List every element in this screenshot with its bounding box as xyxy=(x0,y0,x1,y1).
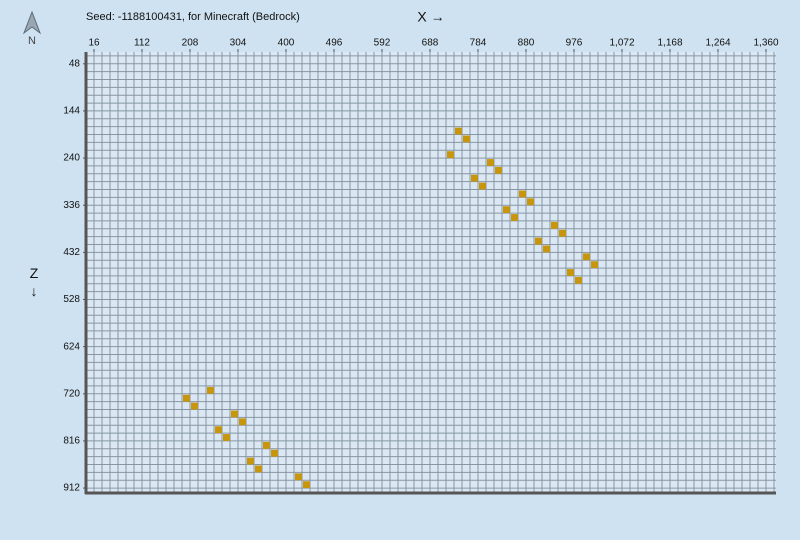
y-tick-label: 720 xyxy=(63,388,80,399)
y-tick-label: 624 xyxy=(63,341,80,352)
slime-chunk xyxy=(295,473,302,481)
slime-chunk xyxy=(231,410,238,418)
y-tick-label: 144 xyxy=(63,106,80,117)
slime-chunks xyxy=(183,127,598,489)
plot-area xyxy=(86,52,776,493)
slime-chunk xyxy=(271,449,278,457)
x-tick-label: 1,168 xyxy=(657,38,682,49)
slime-chunk xyxy=(591,261,598,269)
x-tick-label: 16 xyxy=(88,38,100,49)
x-tick-label: 1,264 xyxy=(705,38,730,49)
slime-chunk xyxy=(511,214,518,221)
slime-chunk xyxy=(239,418,246,426)
x-tick-label: 112 xyxy=(134,38,150,49)
slime-chunk xyxy=(447,151,454,159)
slime-chunk xyxy=(247,457,254,465)
slime-chunk xyxy=(463,135,470,143)
slime-chunk xyxy=(527,198,534,206)
y-tick-label: 48 xyxy=(69,58,81,69)
slime-chunk xyxy=(223,434,230,441)
slime-chunk xyxy=(519,190,526,198)
slime-chunk xyxy=(191,402,198,410)
slime-chunk xyxy=(255,465,262,473)
x-tick-label: 400 xyxy=(278,38,295,49)
x-tick-label: 688 xyxy=(422,38,439,49)
chunk-grid xyxy=(85,52,776,492)
y-axis-label: Z ↓ xyxy=(30,265,39,299)
slime-chunk xyxy=(567,269,574,276)
slime-chunk xyxy=(543,245,550,253)
y-tick-label: 816 xyxy=(63,436,80,447)
slime-chunk xyxy=(479,182,486,190)
slime-chunk xyxy=(503,206,510,214)
slime-chunk xyxy=(575,276,582,284)
y-tick-label: 528 xyxy=(63,294,80,305)
x-tick-label: 304 xyxy=(230,38,247,49)
slime-chunk xyxy=(559,229,566,237)
y-tick-label: 240 xyxy=(63,153,80,164)
y-tick-label: 432 xyxy=(63,247,80,258)
x-tick-label: 1,360 xyxy=(753,38,778,49)
y-tick-label: 912 xyxy=(63,483,80,494)
x-tick-label: 208 xyxy=(182,38,199,49)
slime-chunk xyxy=(495,166,502,174)
slime-chunk xyxy=(263,441,270,449)
x-tick-label: 1,072 xyxy=(609,38,634,49)
slime-chunk xyxy=(535,237,542,245)
compass-label: N xyxy=(28,35,36,47)
slime-chunk xyxy=(303,481,310,489)
slime-chunk xyxy=(455,127,462,135)
y-tick-label: 336 xyxy=(63,200,80,211)
slime-chunk xyxy=(207,386,214,394)
x-tick-label: 880 xyxy=(518,38,535,49)
slime-chunk xyxy=(487,159,494,166)
slime-chunk xyxy=(551,221,558,229)
slime-chunk xyxy=(471,174,478,182)
slime-chunk xyxy=(183,394,190,402)
x-tick-label: 784 xyxy=(470,38,487,49)
x-tick-label: 592 xyxy=(374,38,391,49)
x-axis-label: X → xyxy=(417,9,444,25)
slime-chunk xyxy=(583,253,590,261)
x-tick-label: 496 xyxy=(326,38,343,49)
x-tick-label: 976 xyxy=(566,38,583,49)
compass-arrow xyxy=(22,10,42,35)
slime-chunk xyxy=(215,426,222,434)
chart-title: Seed: -1188100431, for Minecraft (Bedroc… xyxy=(86,11,300,23)
